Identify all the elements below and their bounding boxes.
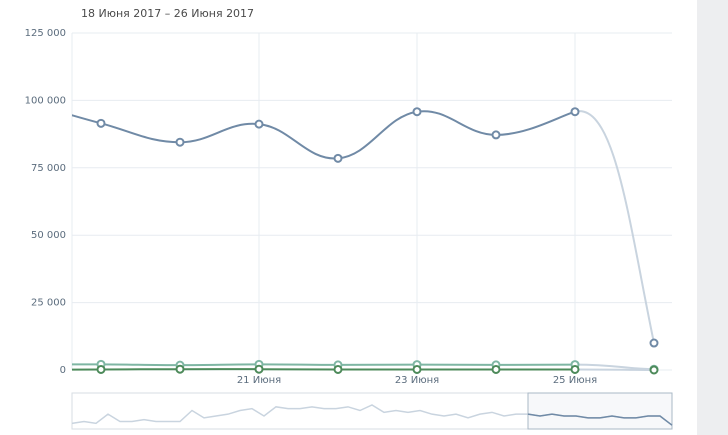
series-3-point[interactable] bbox=[570, 364, 580, 374]
series-1-point[interactable] bbox=[570, 107, 580, 117]
series-1-point[interactable] bbox=[491, 130, 501, 140]
series-3-point[interactable] bbox=[491, 364, 501, 374]
navigator-frame[interactable] bbox=[71, 392, 673, 430]
navigator-selected-line bbox=[527, 413, 673, 426]
series-line-3-incomplete bbox=[574, 368, 655, 371]
series-3-point[interactable] bbox=[254, 364, 264, 374]
series-3-point[interactable] bbox=[649, 365, 659, 375]
navigator-selection[interactable] bbox=[527, 392, 673, 430]
series-line-3 bbox=[72, 368, 575, 371]
y-tick-label: 75 000 bbox=[31, 163, 66, 174]
y-tick-label: 25 000 bbox=[31, 298, 66, 309]
series-1-point[interactable] bbox=[96, 118, 106, 128]
x-tick-label: 23 Июня bbox=[395, 375, 439, 386]
series-3-point[interactable] bbox=[96, 364, 106, 374]
date-range-label: 18 Июня 2017 – 26 Июня 2017 bbox=[81, 7, 255, 20]
series-1-point[interactable] bbox=[649, 338, 659, 348]
series-3-point[interactable] bbox=[412, 364, 422, 374]
series-1-point[interactable] bbox=[412, 107, 422, 117]
x-tick-label: 25 Июня bbox=[553, 375, 597, 386]
y-tick-label: 125 000 bbox=[25, 28, 66, 39]
series-line-2 bbox=[72, 363, 576, 367]
right-side-panel bbox=[697, 0, 728, 435]
series-1-point[interactable] bbox=[333, 153, 343, 163]
series-1-point[interactable] bbox=[175, 137, 185, 147]
series-3-point[interactable] bbox=[175, 364, 185, 374]
series-1-point[interactable] bbox=[254, 119, 264, 129]
series-line-1-incomplete bbox=[574, 110, 655, 344]
y-tick-label: 0 bbox=[60, 365, 66, 376]
series-3-point[interactable] bbox=[333, 364, 343, 374]
x-tick-label: 21 Июня bbox=[237, 375, 281, 386]
y-tick-label: 50 000 bbox=[31, 230, 66, 241]
y-tick-label: 100 000 bbox=[25, 95, 66, 106]
plot-area bbox=[72, 107, 659, 375]
series-line-1 bbox=[72, 110, 576, 160]
